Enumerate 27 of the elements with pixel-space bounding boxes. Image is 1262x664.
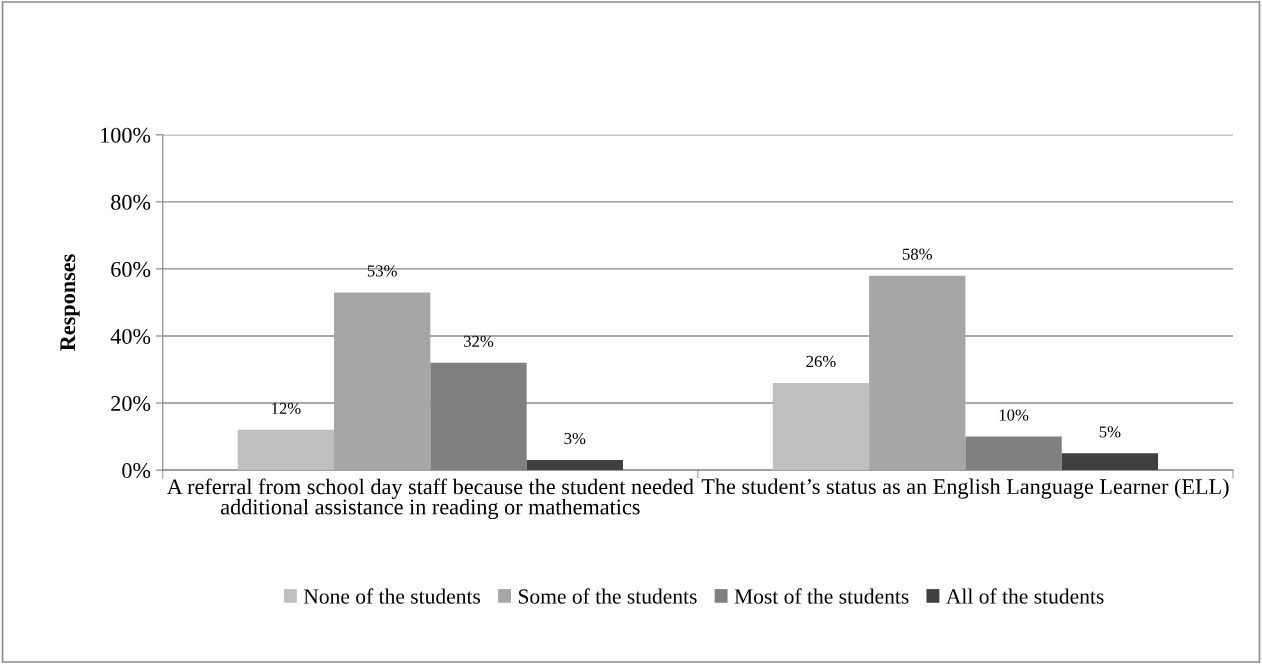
y-tick-label: 100% bbox=[101, 127, 151, 143]
legend-label: Some of the students bbox=[518, 588, 697, 604]
bar bbox=[237, 429, 335, 471]
x-tick-label: The student’s status as an English Language Learner (ELL) bbox=[701, 478, 1229, 499]
bar bbox=[772, 382, 870, 471]
data-label: 58% bbox=[902, 248, 932, 260]
legend-label: All of the students bbox=[946, 588, 1104, 604]
data-label: 12% bbox=[272, 402, 301, 415]
bar bbox=[869, 275, 966, 471]
y-axis-title: Responses bbox=[60, 254, 80, 351]
data-label: 3% bbox=[564, 432, 586, 445]
data-label: 5% bbox=[1099, 426, 1121, 438]
data-label: 26% bbox=[806, 355, 836, 368]
y-tick-label: 80% bbox=[111, 194, 151, 210]
bar bbox=[334, 292, 431, 471]
data-label: 32% bbox=[464, 335, 494, 347]
y-tick-label: 40% bbox=[110, 328, 151, 344]
y-tick-label: 60% bbox=[111, 261, 151, 277]
bar bbox=[526, 460, 623, 471]
legend-label: None of the students bbox=[303, 588, 481, 604]
bar bbox=[1061, 453, 1159, 471]
data-label: 10% bbox=[999, 409, 1029, 421]
y-tick-label: 0% bbox=[122, 463, 151, 479]
legend-label: Most of the students bbox=[734, 588, 909, 604]
data-label: 53% bbox=[367, 265, 397, 277]
x-tick-label: A referral from school day staff because the student needed additional assistance in reading or mathematics bbox=[166, 478, 694, 520]
y-tick-label: 20% bbox=[111, 395, 151, 412]
